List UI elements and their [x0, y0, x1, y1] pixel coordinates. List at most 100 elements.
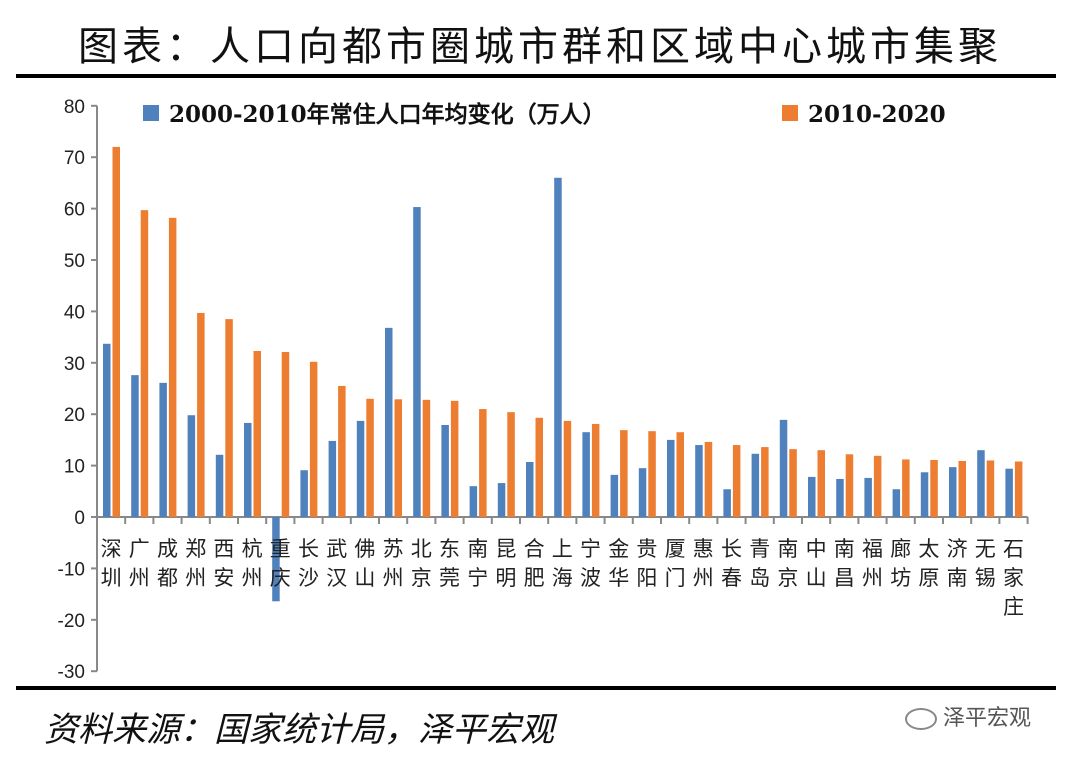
y-tick-label: -10: [58, 559, 85, 580]
bar-2000-2010-合肥: [526, 462, 534, 517]
x-tick-label: 春: [721, 566, 742, 590]
bar-2010-2020-北京: [422, 399, 431, 517]
bar-2010-2020-上海: [563, 420, 572, 517]
bar-2010-2020-深圳: [112, 146, 120, 518]
bar-2000-2010-郑州: [187, 415, 196, 517]
y-tick-label: -30: [58, 662, 85, 683]
bar-2000-2010-北京: [413, 207, 421, 518]
x-tick-label: 重: [270, 537, 291, 561]
x-tick-label: 锡: [975, 566, 996, 590]
bar-2000-2010-武汉: [328, 440, 337, 517]
x-tick-label: 合: [524, 537, 545, 561]
bar-2010-2020-西安: [225, 319, 233, 517]
bar-2000-2010-深圳: [103, 343, 111, 517]
bar-2000-2010-南京: [779, 419, 788, 517]
x-tick-label: 北: [411, 537, 432, 561]
bar-2010-2020-中山: [817, 450, 825, 517]
bar-2010-2020-太原: [930, 459, 938, 517]
x-tick-label: 华: [608, 566, 629, 590]
bar-2000-2010-佛山: [356, 420, 365, 517]
x-tick-label: 西: [213, 537, 234, 561]
bar-2010-2020-青岛: [761, 447, 769, 517]
x-tick-label: 明: [495, 566, 516, 590]
legend-swatch: [143, 105, 159, 121]
y-tick-label: 50: [64, 251, 85, 272]
x-tick-label: 长: [721, 537, 742, 561]
x-tick-label: 南: [947, 566, 968, 590]
x-tick-label: 廊: [890, 537, 911, 561]
x-tick-label: 昆: [495, 537, 516, 561]
x-tick-label: 宁: [580, 537, 601, 561]
x-tick-label: 东: [439, 537, 460, 561]
x-tick-label: 京: [411, 566, 432, 590]
x-tick-label: 州: [129, 566, 150, 590]
x-tick-label: 门: [665, 566, 686, 590]
x-tick-label: 苏: [383, 537, 404, 561]
bar-2000-2010-长沙: [300, 470, 308, 517]
x-tick-label: 圳: [101, 566, 122, 590]
x-tick-label: 惠: [693, 537, 714, 561]
bar-2010-2020-石家庄: [1014, 461, 1023, 517]
legend-label: 2010-2020: [808, 101, 946, 128]
x-tick-label: 汉: [326, 566, 347, 590]
legend-label: 2000-2010年常住人口年均变化（万人）: [169, 101, 606, 128]
bar-2010-2020-苏州: [394, 399, 402, 517]
bar-2010-2020-长春: [732, 445, 741, 517]
bar-2000-2010-太原: [920, 472, 929, 517]
bar-2000-2010-广州: [131, 375, 139, 517]
x-tick-label: 州: [185, 566, 206, 590]
bar-2000-2010-贵阳: [638, 468, 647, 517]
x-tick-label: 阳: [636, 566, 657, 590]
bar-2010-2020-长沙: [309, 361, 318, 517]
x-tick-label: 昌: [834, 566, 855, 590]
x-tick-label: 州: [693, 566, 714, 590]
bar-2000-2010-西安: [215, 454, 224, 517]
bar-2000-2010-惠州: [695, 445, 703, 517]
x-tick-label: 南: [834, 537, 855, 561]
bar-2000-2010-苏州: [385, 327, 393, 517]
y-tick-label: 80: [64, 97, 85, 118]
bar-2010-2020-廊坊: [902, 459, 910, 517]
x-tick-label: 山: [354, 566, 375, 590]
x-tick-label: 莞: [439, 566, 460, 590]
bar-2000-2010-济南: [949, 467, 957, 517]
bar-2000-2010-昆明: [497, 483, 506, 517]
bar-2010-2020-郑州: [197, 312, 205, 517]
bar-2010-2020-惠州: [704, 441, 713, 517]
x-tick-label: 无: [975, 537, 996, 561]
bar-2010-2020-武汉: [338, 385, 346, 517]
bottom-divider: [16, 686, 1056, 690]
bar-2010-2020-重庆: [281, 352, 290, 517]
x-tick-label: 庄: [1003, 595, 1024, 619]
bar-2000-2010-上海: [554, 177, 562, 517]
x-tick-label: 都: [157, 566, 178, 590]
x-tick-label: 武: [326, 537, 347, 561]
x-tick-label: 海: [552, 566, 573, 590]
x-tick-label: 中: [806, 537, 827, 561]
bar-2010-2020-金华: [620, 430, 628, 517]
bar-2000-2010-杭州: [244, 422, 252, 517]
x-tick-label: 沙: [298, 566, 319, 590]
bar-2010-2020-南昌: [845, 454, 854, 517]
y-tick-label: 10: [64, 457, 85, 478]
x-tick-label: 杭: [242, 537, 263, 561]
x-tick-label: 太: [918, 537, 939, 561]
bar-2000-2010-中山: [808, 476, 816, 517]
y-tick-label: 30: [64, 354, 85, 375]
watermark: 泽平宏观: [905, 700, 1031, 732]
x-tick-label: 庆: [270, 566, 291, 590]
bar-2010-2020-东莞: [450, 400, 459, 517]
bar-2010-2020-南宁: [479, 409, 487, 517]
x-tick-label: 长: [298, 537, 319, 561]
bar-2010-2020-贵阳: [648, 431, 656, 517]
x-tick-label: 山: [806, 566, 827, 590]
x-tick-label: 岛: [749, 566, 770, 590]
x-tick-label: 州: [383, 566, 404, 590]
bar-2010-2020-广州: [140, 210, 149, 517]
x-tick-label: 厦: [665, 537, 686, 561]
x-tick-label: 肥: [524, 566, 545, 590]
legend-swatch: [782, 105, 798, 121]
x-tick-label: 佛: [354, 537, 375, 561]
bar-2010-2020-南京: [789, 449, 797, 517]
